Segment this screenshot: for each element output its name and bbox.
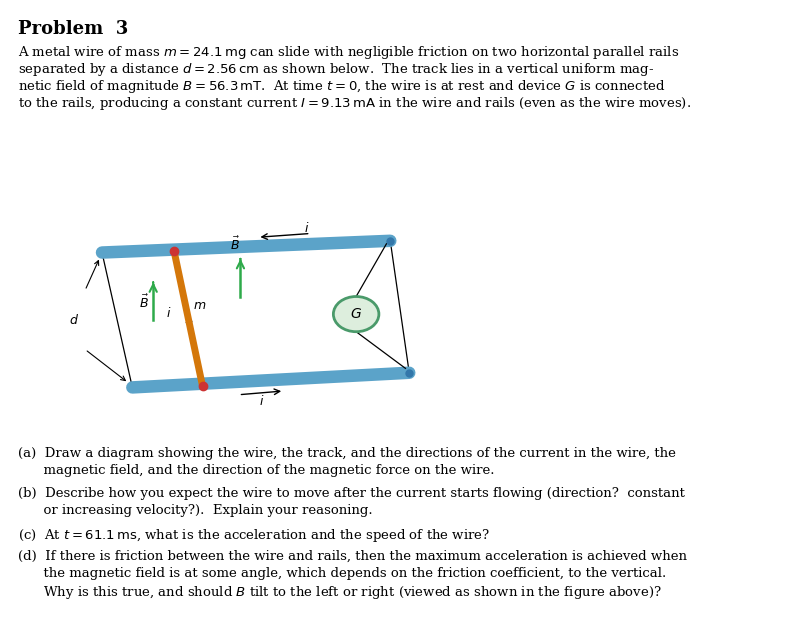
Text: $i$: $i$ xyxy=(258,394,264,407)
Text: Problem  3: Problem 3 xyxy=(18,20,128,38)
Text: separated by a distance $d = 2.56\,\mathrm{cm}$ as shown below.  The track lies : separated by a distance $d = 2.56\,\math… xyxy=(18,61,654,78)
Circle shape xyxy=(333,297,379,332)
Text: $i$: $i$ xyxy=(304,221,310,234)
Text: to the rails, producing a constant current $I = 9.13\,\mathrm{mA}$ in the wire a: to the rails, producing a constant curre… xyxy=(18,95,691,112)
Text: (c)  At $t = 61.1\,\mathrm{ms}$, what is the acceleration and the speed of the w: (c) At $t = 61.1\,\mathrm{ms}$, what is … xyxy=(18,527,491,544)
Text: $d$: $d$ xyxy=(69,313,78,327)
Text: $G$: $G$ xyxy=(350,307,362,321)
Text: (d)  If there is friction between the wire and rails, then the maximum accelerat: (d) If there is friction between the wir… xyxy=(18,550,687,563)
Text: $\vec{B}$: $\vec{B}$ xyxy=(139,294,148,311)
Text: $m$: $m$ xyxy=(193,299,207,312)
Text: Why is this true, and should $B$ tilt to the left or right (viewed as shown in t: Why is this true, and should $B$ tilt to… xyxy=(18,584,662,601)
Text: (a)  Draw a diagram showing the wire, the track, and the directions of the curre: (a) Draw a diagram showing the wire, the… xyxy=(18,447,676,460)
Text: magnetic field, and the direction of the magnetic force on the wire.: magnetic field, and the direction of the… xyxy=(18,464,495,477)
Text: the magnetic field is at some angle, which depends on the friction coefficient, : the magnetic field is at some angle, whi… xyxy=(18,567,667,580)
Text: or increasing velocity?).  Explain your reasoning.: or increasing velocity?). Explain your r… xyxy=(18,504,373,517)
Text: $\vec{B}$: $\vec{B}$ xyxy=(230,235,240,253)
Text: $i$: $i$ xyxy=(165,305,171,320)
Text: netic field of magnitude $B = 56.3\,\mathrm{mT}$.  At time $t = 0$, the wire is : netic field of magnitude $B = 56.3\,\mat… xyxy=(18,78,666,95)
Text: (b)  Describe how you expect the wire to move after the current starts flowing (: (b) Describe how you expect the wire to … xyxy=(18,487,685,500)
Text: A metal wire of mass $m = 24.1\,\mathrm{mg}$ can slide with negligible friction : A metal wire of mass $m = 24.1\,\mathrm{… xyxy=(18,44,679,61)
